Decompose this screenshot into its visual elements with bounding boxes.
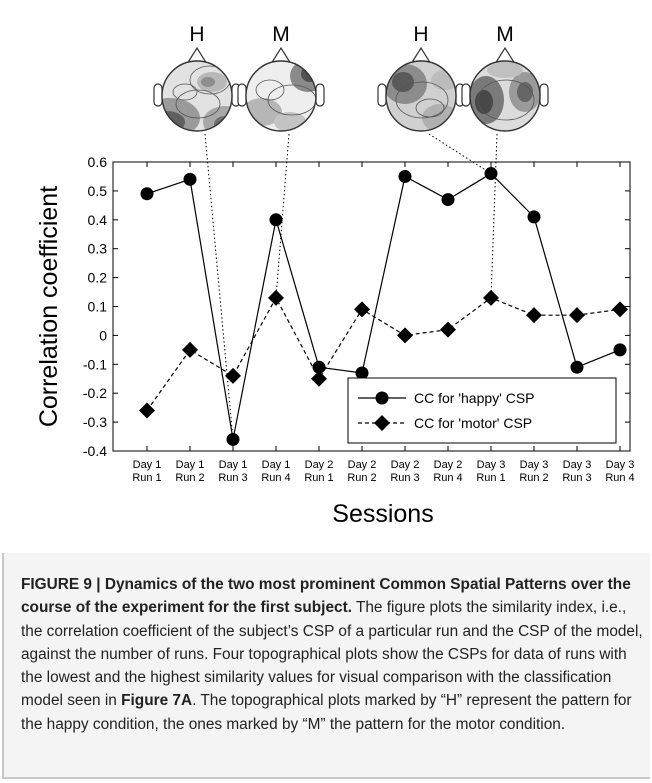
data-point-happy [140,187,154,201]
caption-title: FIGURE 9 | Dynamics of the two most prom… [21,576,631,617]
data-point-happy [613,343,627,357]
data-point-happy [226,432,240,446]
legend-label-motor: CC for 'motor' CSP [414,415,532,431]
legend-box [347,377,617,444]
y-tick-label: 0.6 [88,154,108,170]
x-tick-label-run: Run 3 [218,472,247,484]
x-tick-label-run: Run 3 [562,472,591,484]
y-tick-label: -0.2 [83,385,107,401]
connector-line-1 [204,133,234,440]
x-tick-label-day: Day 1 [133,459,162,471]
y-tick-label: 0.4 [88,212,108,228]
x-tick-label-day: Day 2 [434,459,463,471]
caption-paragraph: FIGURE 9 | Dynamics of the two most prom… [21,573,646,736]
legend-label-happy: CC for 'happy' CSP [414,390,535,406]
headmap-motor-1 [237,46,325,132]
headmap-label-m-4: M [496,23,514,46]
data-point-motor [268,289,284,306]
data-point-motor [397,327,413,344]
data-point-happy [484,167,498,181]
x-tick-label-run: Run 4 [433,472,462,484]
headmap-motor-2 [461,46,549,132]
x-tick-label-day: Day 3 [606,459,635,471]
headmap-label-h-1: H [189,23,204,46]
x-tick-label-run: Run 2 [347,472,376,484]
caption-text-1: The figure plots the similarity index, i… [21,599,643,710]
x-tick-label-run: Run 2 [175,472,204,484]
x-tick-label-day: Day 3 [477,459,506,471]
x-tick-label-day: Day 3 [520,459,549,471]
data-point-motor [225,367,241,384]
x-tick-label-day: Day 2 [391,459,420,471]
connector-line-4 [490,133,498,298]
data-point-happy [355,366,369,380]
x-tick-label-day: Day 1 [262,459,291,471]
data-point-motor [569,307,585,324]
y-axis-title: Correlation coefficient [35,186,63,427]
figure-panel: H M H M -0.4 -0.3 -0.2 -0.1 0 0.1 0.2 0.3 0.4 0.5 0.6… [35,23,635,528]
correlation-chart: H M H M -0.4 -0.3 -0.2 -0.1 0 0.1 0.2 0.3 0.4 0.5 0.6… [35,23,635,528]
headmap-label-h-3: H [413,23,428,46]
headmap-happy-1 [153,46,241,132]
data-point-motor [483,289,499,306]
figure-7a-reference[interactable]: Figure 7A [121,692,193,710]
data-point-happy [312,360,326,374]
legend-marker-happy [375,391,389,405]
data-point-happy [527,210,541,224]
figure-caption: FIGURE 9 | Dynamics of the two most prom… [2,553,650,779]
connector-line-2 [275,133,290,298]
data-point-happy [570,360,584,374]
headmap-happy-2 [377,46,465,132]
x-tick-label-run: Run 4 [605,472,634,484]
data-point-motor [182,341,198,358]
x-tick-label-day: Day 1 [219,459,248,471]
y-tick-label: 0.5 [88,183,108,199]
data-point-happy [398,169,412,183]
x-tick-label-run: Run 1 [304,472,333,484]
x-tick-label-run: Run 2 [519,472,548,484]
x-axis-title: Sessions [332,500,433,528]
x-tick-label-day: Day 3 [563,459,592,471]
x-tick-label-day: Day 1 [176,459,205,471]
data-point-motor [354,301,370,318]
x-tick-label-run: Run 1 [476,472,505,484]
x-tick-label-day: Day 2 [305,459,334,471]
data-point-motor [139,402,155,419]
data-point-happy [269,213,283,227]
data-point-motor [612,301,628,318]
x-tick-label-run: Run 3 [390,472,419,484]
caption-text-2: . The topographical plots marked by “H” … [21,692,632,733]
connector-line-3 [428,133,492,174]
data-point-happy [441,193,455,207]
y-tick-label: -0.1 [83,356,107,372]
y-tick-label: 0.3 [88,241,108,257]
x-tick-label-run: Run 4 [261,472,290,484]
y-tick-label: 0.2 [88,270,108,286]
data-point-motor [440,321,456,338]
data-point-happy [183,172,197,186]
headmap-label-m-2: M [272,23,290,46]
y-tick-label: 0.1 [88,299,108,315]
y-tick-label: -0.4 [83,443,107,459]
x-tick-label-day: Day 2 [348,459,377,471]
data-point-motor [311,370,327,387]
data-point-motor [526,307,542,324]
x-tick-label-run: Run 1 [132,472,161,484]
y-tick-label: -0.3 [83,414,107,430]
series-line-happy [146,172,621,440]
y-tick-label: 0 [99,327,107,343]
legend-marker-motor [374,415,390,431]
